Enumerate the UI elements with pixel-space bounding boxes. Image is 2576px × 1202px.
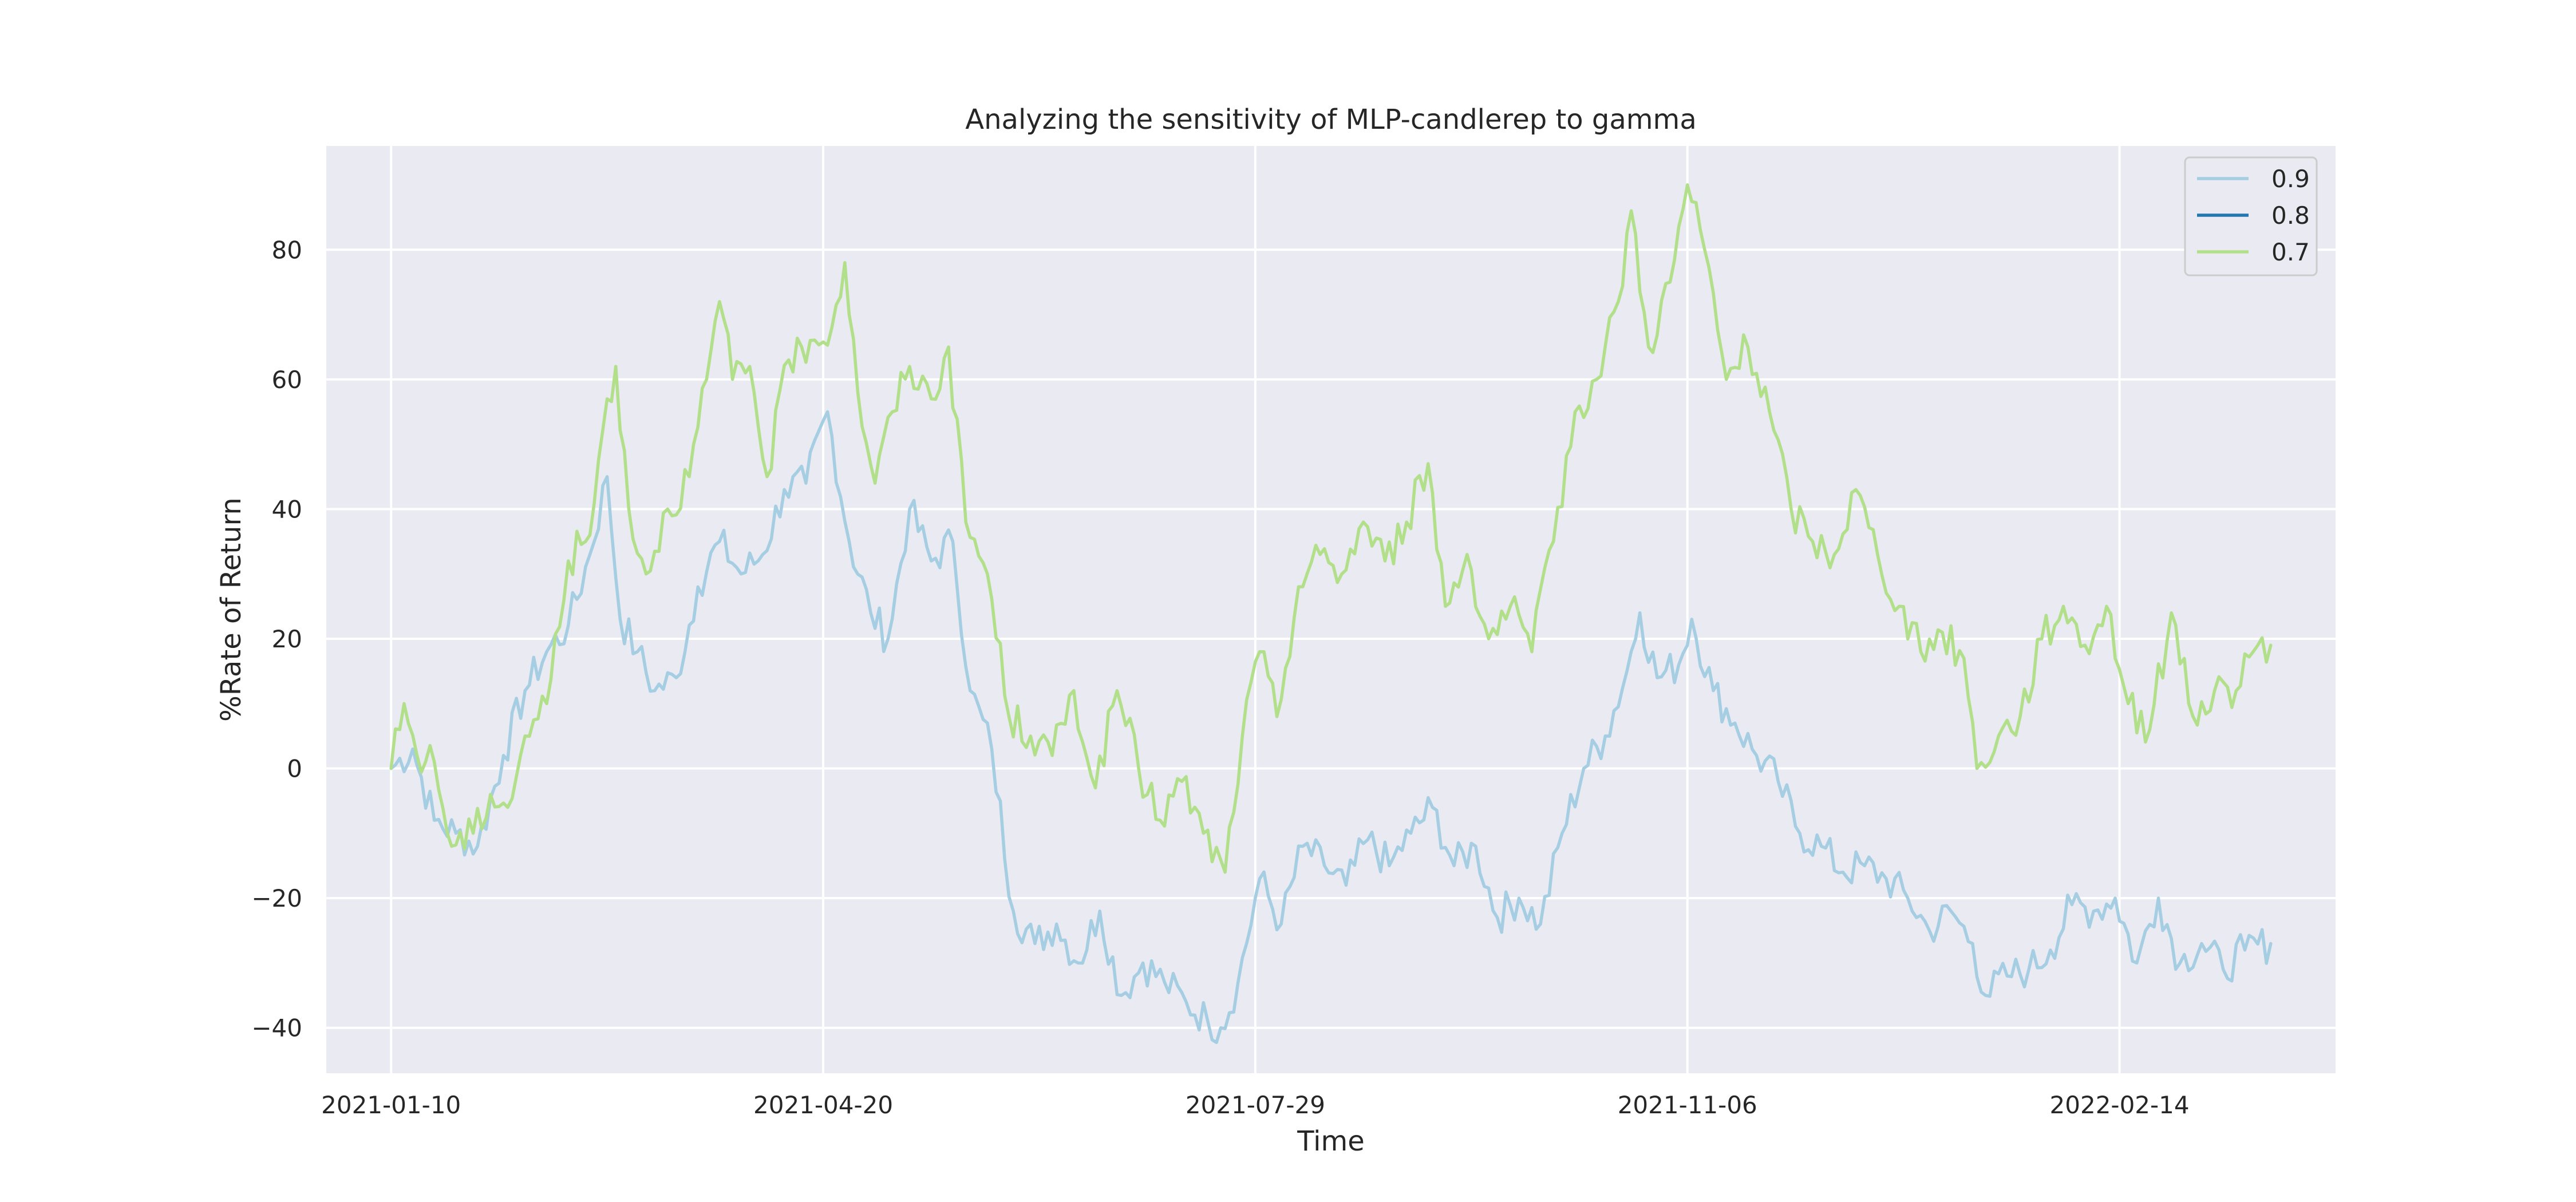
x-tick-labels: 2021-01-10 2021-04-20 2021-07-29 2021-11-06…: [321, 1091, 2189, 1119]
y-gridlines: [326, 248, 2336, 1029]
legend-box: [2184, 156, 2318, 276]
x-tick-label: 2021-07-29: [1186, 1091, 1325, 1119]
y-tick-label: 20: [272, 625, 302, 653]
x-tick-label: 2021-04-20: [753, 1091, 893, 1119]
y-tick-labels: −40 −20 0 20 40 60 80: [251, 236, 302, 1042]
x-tick-label: 2021-01-10: [321, 1091, 461, 1119]
chart-title: Analyzing the sensitivity of MLP-candler…: [965, 104, 1696, 136]
series-line-0.9: [389, 410, 2273, 1045]
series-layer: [389, 183, 2273, 1045]
y-tick-label: 60: [272, 366, 302, 394]
x-tick-label: 2022-02-14: [2050, 1091, 2190, 1119]
x-gridlines: [390, 146, 2121, 1073]
y-tick-label: 80: [272, 236, 302, 264]
legend: 0.9 0.8 0.7: [2184, 156, 2318, 276]
x-tick-label: 2021-11-06: [1618, 1091, 1757, 1119]
y-tick-label: 0: [287, 755, 302, 783]
series-line-0.7: [389, 183, 2273, 874]
y-tick-label: −40: [251, 1014, 302, 1042]
y-tick-label: 40: [272, 495, 302, 523]
legend-label-0.9: 0.9: [2271, 165, 2310, 193]
x-axis-label: Time: [1297, 1125, 1364, 1157]
y-tick-label: −20: [251, 884, 302, 912]
legend-label-0.8: 0.8: [2271, 201, 2310, 230]
y-axis-label: %Rate of Return: [215, 497, 247, 722]
plot-area: [326, 146, 2336, 1073]
legend-label-0.7: 0.7: [2271, 238, 2310, 266]
